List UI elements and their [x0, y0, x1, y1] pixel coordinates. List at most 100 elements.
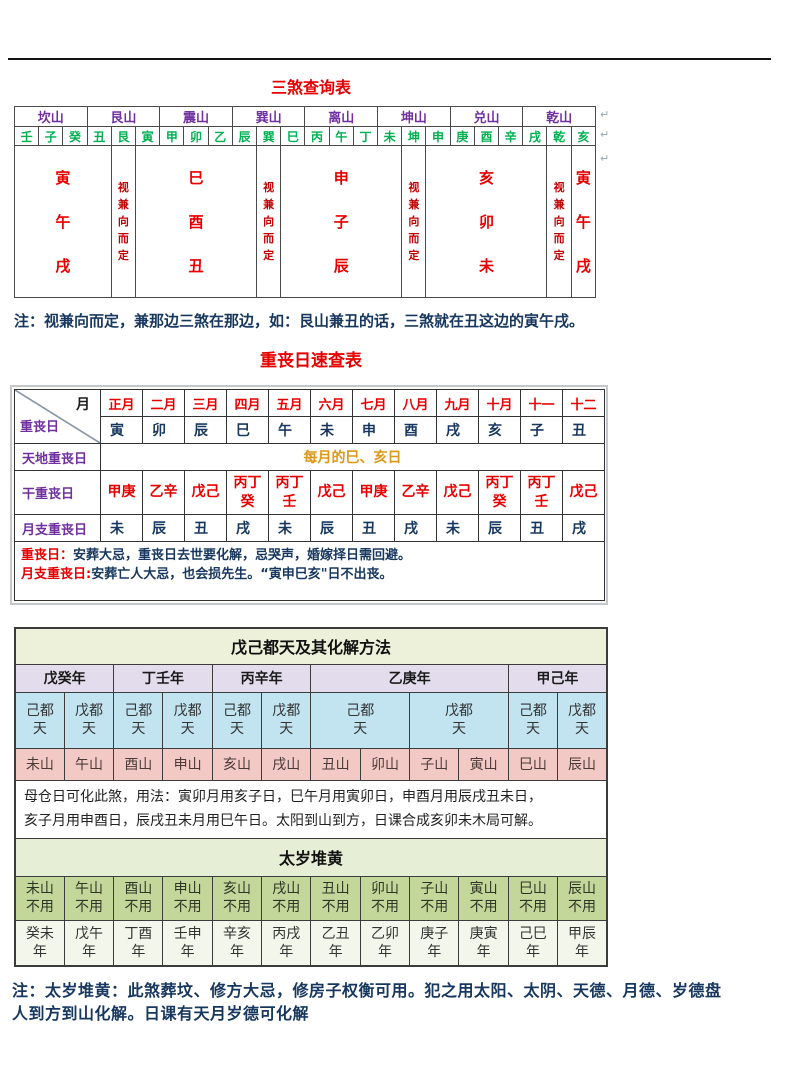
yuezhi-cell: 戌 — [226, 514, 269, 542]
month-branch-cell: 卯 — [142, 416, 185, 444]
branch-cell: 壬 — [13, 126, 40, 146]
month-branch-cell: 亥 — [478, 416, 521, 444]
corner-month-label: 月 — [76, 397, 90, 413]
branch-cell: 丁 — [352, 126, 379, 146]
gan-value: 丙丁壬 — [275, 475, 304, 510]
mountain-header: 兑山 — [449, 106, 524, 127]
gan-value: 戊己 — [443, 484, 472, 501]
document-page: 三煞查询表 坎山 艮山 震山 巽山 离山 坤山 兑山 乾山 壬 子 癸 丑 — [8, 58, 771, 1023]
gan-value: 甲庚 — [107, 484, 136, 501]
month-cell: 八月 — [394, 389, 437, 417]
taisui-mountain-cell: 酉山不用 — [113, 875, 164, 921]
month-cell: 十一 — [520, 389, 563, 417]
branch-cell: 亥 — [570, 126, 597, 146]
taisui-year: 庚寅年 — [469, 925, 498, 960]
taisui-mountain: 寅山不用 — [469, 880, 498, 915]
month-cell: 十月 — [478, 389, 521, 417]
paragraph-mark-icon: ↵ — [600, 152, 610, 165]
sansha-note-cell: 视兼向而定 — [401, 145, 427, 298]
dutian-cell: 戊都天 — [261, 691, 312, 749]
diagonal-corner-cell: 月 重丧日 — [14, 389, 101, 444]
sansha-value-cell: 寅午戌 — [14, 145, 112, 298]
dutian-cell: 戊都天 — [409, 691, 509, 749]
wuji-paragraph-row: 母仓日可化此煞，用法：寅卯月用亥子日，巳午月用寅卯日，申酉月用辰戌丑未日， 亥子月… — [14, 779, 608, 839]
mountain-cell: 辰山 — [557, 747, 608, 781]
diagonal-line — [15, 390, 100, 443]
mountain-header: 震山 — [159, 106, 233, 127]
tiandi-row: 天地重丧日 每月的巳、亥日 — [14, 443, 605, 471]
gan-cell: 甲庚 — [100, 470, 143, 515]
header-rule — [8, 58, 771, 60]
month-cell: 六月 — [310, 389, 353, 417]
chongsang-note-1: 重丧日：安葬大忌，重丧日去世要化解，忌哭声，婚嫁择日需回避。 — [21, 546, 598, 565]
note2-text: 安葬亡人大忌，也会损先生。“寅申巳亥"日不出丧。 — [91, 567, 393, 582]
gan-cell: 甲庚 — [352, 470, 395, 515]
yuezhi-row: 月支重丧日 未 辰 丑 戌 未 辰 丑 戌 未 辰 丑 戌 — [14, 514, 605, 542]
sansha-note-cell: 视兼向而定 — [256, 145, 282, 298]
paragraph-mark-icon: ↵ — [600, 108, 610, 121]
mountain-cell: 未山 — [14, 747, 65, 781]
month-branch-cell: 酉 — [394, 416, 437, 444]
sansha-table: 坎山 艮山 震山 巽山 离山 坤山 兑山 乾山 壬 子 癸 丑 艮 寅 甲 卯 … — [13, 106, 597, 298]
mountain-header: 离山 — [304, 106, 379, 127]
taisui-mountain: 未山不用 — [25, 880, 54, 915]
taisui-year-cell: 庚寅年 — [458, 919, 509, 967]
sansha-note-text: 视兼向而定 — [553, 181, 565, 262]
taisui-year: 庚子年 — [420, 925, 449, 960]
month-header-row: 月 重丧日 正月 二月 三月 四月 五月 六月 七月 八月 九月 十月 十一 十… — [14, 389, 605, 444]
dutian-cell: 己都天 — [310, 691, 411, 749]
branch-cell: 酉 — [473, 126, 500, 146]
wuji-title-row: 戊己都天及其化解方法 — [14, 627, 608, 665]
sansha-note-text: 视兼向而定 — [117, 181, 129, 262]
year-group-cell: 丁壬年 — [113, 663, 213, 693]
yuezhi-cell: 戌 — [394, 514, 437, 542]
chongsang-note-2: 月支重丧日:安葬亡人大忌，也会损先生。“寅申巳亥"日不出丧。 — [21, 565, 598, 584]
month-branch-cell: 辰 — [184, 416, 227, 444]
chongsang-notes-row: 重丧日：安葬大忌，重丧日去世要化解，忌哭声，婚嫁择日需回避。 月支重丧日:安葬亡… — [14, 541, 605, 601]
gan-value: 乙辛 — [149, 484, 178, 501]
taisui-year: 甲辰年 — [568, 925, 597, 960]
gan-cell: 戊己 — [184, 470, 227, 515]
tiandi-label: 天地重丧日 — [14, 443, 101, 471]
sansha-note-text: 视兼向而定 — [263, 181, 275, 262]
sansha-value-cell: 寅午戌 — [570, 145, 597, 298]
yuezhi-cell: 辰 — [310, 514, 353, 542]
mountain-cell: 戌山 — [261, 747, 312, 781]
mountain-header-row: 坎山 艮山 震山 巽山 离山 坤山 兑山 乾山 — [14, 106, 596, 127]
mountain-header: 乾山 — [522, 106, 596, 127]
branch-cell: 丑 — [86, 126, 112, 146]
taisui-mountain-cell: 亥山不用 — [211, 875, 263, 921]
taisui-mountain-cell: 辰山不用 — [557, 875, 608, 921]
sansha-table-title: 三煞查询表 — [270, 78, 351, 97]
taisui-year: 乙丑年 — [321, 925, 350, 960]
month-branch-cell: 丑 — [562, 416, 605, 444]
yuezhi-cell: 丑 — [184, 514, 227, 542]
dutian-value: 戊都天 — [444, 702, 473, 737]
branch-cell: 丙 — [304, 126, 330, 146]
taisui-mountain-cell: 申山不用 — [162, 875, 213, 921]
month-cell: 四月 — [226, 389, 269, 417]
taisui-mountain: 卯山不用 — [370, 880, 399, 915]
taisui-mountain-cell: 卯山不用 — [359, 875, 411, 921]
note1-text: 安葬大忌，重丧日去世要化解，忌哭声，婚嫁择日需回避。 — [73, 548, 412, 563]
taisui-year-cell: 辛亥年 — [211, 919, 263, 967]
mountain-cell: 卯山 — [359, 747, 411, 781]
mountain-cell: 午山 — [63, 747, 115, 781]
gan-value: 丙丁壬 — [527, 475, 556, 510]
dutian-cell: 己都天 — [507, 691, 559, 749]
taisui-year-cell: 丙戌年 — [261, 919, 312, 967]
gan-cell: 戊己 — [436, 470, 479, 515]
tiandi-value: 每月的巳、亥日 — [100, 443, 605, 471]
dutian-value: 戊都天 — [173, 702, 202, 737]
taisui-year-cell: 己巳年 — [507, 919, 559, 967]
branch-cell: 癸 — [62, 126, 88, 146]
month-cell: 三月 — [184, 389, 227, 417]
branch-cell: 戌 — [522, 126, 548, 146]
gan-value: 戊己 — [191, 484, 220, 501]
month-branch-cell: 寅 — [100, 416, 143, 444]
wuji-dutian-table: 戊己都天及其化解方法 戊癸年 丁壬年 丙辛年 乙庚年 甲己年 己都天 戊都天 己… — [14, 627, 608, 967]
sansha-value-cell: 巳酉丑 — [135, 145, 258, 298]
branch-cell: 寅 — [135, 126, 161, 146]
branch-header-row: 壬 子 癸 丑 艮 寅 甲 卯 乙 辰 巽 巳 丙 午 丁 未 坤 申 庚 酉 — [13, 126, 597, 146]
dutian-value: 己都天 — [25, 702, 54, 737]
